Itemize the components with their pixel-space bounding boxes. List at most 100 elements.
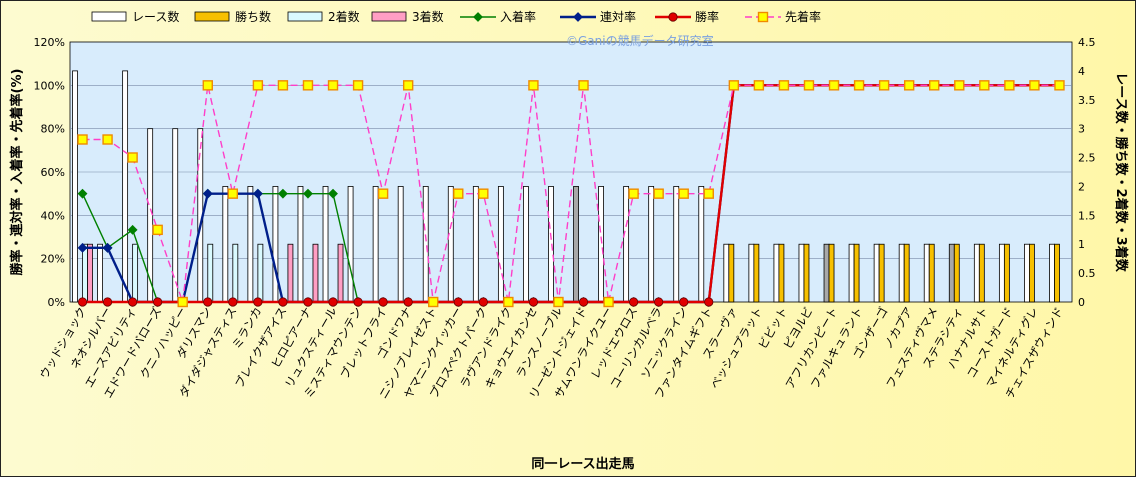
legend-marker xyxy=(573,12,583,22)
bar-races xyxy=(673,186,680,303)
first-rate-point xyxy=(1054,80,1065,91)
legend-label: 先着率 xyxy=(785,9,821,24)
legend-marker xyxy=(757,11,769,23)
win-rate-point xyxy=(654,297,664,307)
left-tick-label: 0% xyxy=(48,296,65,309)
bar-races xyxy=(848,243,855,303)
bar-races xyxy=(297,186,304,303)
bar-races xyxy=(648,186,655,303)
bar-wins xyxy=(903,243,910,303)
win-rate-point xyxy=(228,297,238,307)
first-rate-point xyxy=(302,80,314,91)
first-rate-line xyxy=(82,84,1060,303)
legend-swatch xyxy=(194,11,230,22)
bar-wins xyxy=(928,243,935,303)
bar-wins xyxy=(753,243,760,303)
bar-races xyxy=(422,186,429,303)
bar-races xyxy=(773,243,780,303)
bar-wins xyxy=(1029,243,1035,303)
win-rate-point xyxy=(629,297,639,307)
left-tick-label: 80% xyxy=(41,123,65,136)
first-rate-point xyxy=(402,80,414,91)
bar-races xyxy=(998,243,1005,303)
bar-wins xyxy=(978,243,985,303)
first-rate-point xyxy=(252,80,264,91)
right-tick-label: 2.5 xyxy=(1078,152,1096,165)
left-tick-label: 20% xyxy=(41,253,65,266)
legend-label: 2着数 xyxy=(328,9,360,24)
first-rate-point xyxy=(753,80,765,91)
legend-swatch xyxy=(371,11,407,22)
bar-races xyxy=(447,186,454,303)
bar-races xyxy=(72,70,78,303)
first-rate-point xyxy=(803,80,815,91)
watermark: ©Ganiの競馬データ研究室 xyxy=(566,33,714,48)
win-rate-point xyxy=(378,297,388,307)
bars xyxy=(72,70,1060,303)
first-rate-point xyxy=(177,296,188,308)
bar-races xyxy=(598,186,604,303)
win-rate-point xyxy=(253,297,263,307)
left-axis-title: 勝率・連対率・入着率・先着率(%) xyxy=(9,69,25,276)
bar-races xyxy=(397,186,404,303)
first-rate-point xyxy=(202,80,213,91)
bar-races xyxy=(948,243,955,303)
first-rate-point xyxy=(77,134,88,145)
top3-rate-point xyxy=(77,188,88,199)
right-tick-label: 4 xyxy=(1078,65,1085,78)
right-tick-label: 0.5 xyxy=(1078,267,1096,280)
bar-wins xyxy=(828,243,835,303)
legend-label: 入着率 xyxy=(500,9,536,24)
first-rate-point xyxy=(929,80,940,91)
bar-races xyxy=(973,243,980,303)
bar-races xyxy=(1024,243,1030,303)
first-rate-point xyxy=(853,80,865,91)
first-rate-point xyxy=(478,188,489,199)
right-axis-title: レース数・勝ち数・2着数・3着数 xyxy=(1113,72,1129,272)
top3-rate-point xyxy=(303,188,313,199)
bar-wins xyxy=(778,243,785,303)
first-rate-point xyxy=(352,80,364,91)
bar-races xyxy=(247,186,254,303)
first-rate-point xyxy=(428,296,439,308)
bar-wins xyxy=(878,243,885,303)
first-rate-point xyxy=(653,188,664,199)
left-tick-label: 100% xyxy=(34,79,65,92)
bar-races xyxy=(497,186,504,303)
first-rate-point xyxy=(728,80,740,91)
bar-races xyxy=(548,186,554,303)
legend-swatch xyxy=(91,11,127,22)
bar-3rd xyxy=(287,243,294,303)
first-rate-point xyxy=(603,296,614,308)
right-tick-label: 3 xyxy=(1078,123,1085,136)
bar-races xyxy=(623,186,630,303)
win-rate-point xyxy=(102,297,113,307)
bar-wins xyxy=(728,243,735,303)
first-rate-point xyxy=(828,80,840,91)
win-rate-point xyxy=(303,297,313,307)
win-rate-point xyxy=(704,297,714,307)
bar-3rd xyxy=(337,243,344,303)
top2-rate-point xyxy=(102,242,113,253)
win-rate-point xyxy=(528,297,539,307)
bar-races xyxy=(923,243,930,303)
win-rate-point xyxy=(153,297,163,307)
top3-rate-point xyxy=(127,224,138,235)
right-tick-label: 1.5 xyxy=(1078,209,1096,222)
bar-races xyxy=(748,243,755,303)
top2-rate-point xyxy=(202,188,213,199)
bar-wins xyxy=(1003,243,1010,303)
win-rate-point xyxy=(128,297,138,307)
win-rate-point xyxy=(278,297,288,307)
first-rate-point xyxy=(277,80,289,91)
win-rate-point xyxy=(679,297,689,307)
left-tick-label: 120% xyxy=(34,36,65,49)
first-rate-point xyxy=(377,188,389,199)
bar-3rd xyxy=(312,243,319,303)
first-rate-point xyxy=(528,80,539,91)
win-rate-point xyxy=(203,297,213,307)
first-rate-point xyxy=(1029,80,1040,91)
win-rate-point xyxy=(478,297,488,307)
first-rate-point xyxy=(578,80,589,91)
